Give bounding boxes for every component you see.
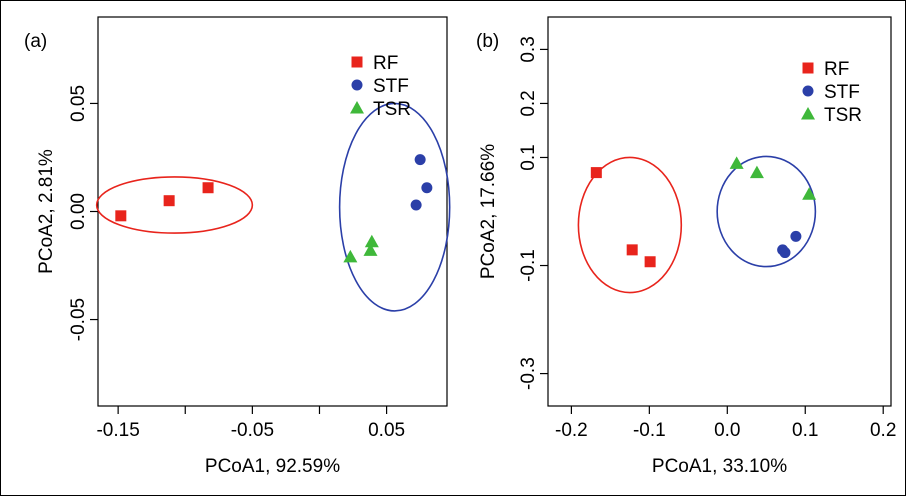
data-point-stf (790, 230, 802, 242)
data-point-rf (115, 210, 127, 222)
x-tick-label: 0.2 (870, 420, 896, 441)
data-point-stf (779, 247, 791, 259)
x-tick-label: -0.1 (633, 420, 666, 441)
x-tick-label: -0.2 (555, 420, 588, 441)
legend-label-tsr: TSR (824, 105, 862, 126)
data-point-stf (414, 154, 426, 166)
panel-b: (b) -0.2 -0.1 0.0 0.1 0.2 -0.3 -0.1 0.1 0.2 0.3 PCo… (476, 16, 896, 477)
data-point-rf (590, 167, 602, 179)
panel-label: (b) (476, 31, 499, 52)
legend-marker-stf (351, 79, 363, 91)
x-tick-label: -0.15 (96, 420, 139, 441)
data-point-rf (202, 182, 214, 194)
legend-label-stf: STF (373, 76, 409, 97)
legend-label-tsr: TSR (373, 99, 411, 120)
panel-a: (a) -0.15 -0.05 0.05 -0.05 0.00 0.05 PCoA1, 92.… (24, 16, 451, 477)
y-tick-label: 0.05 (68, 85, 89, 122)
legend-marker-rf (802, 62, 814, 74)
x-axis-label: PCoA1, 92.59% (205, 456, 340, 477)
x-tick-label: 0.05 (368, 420, 405, 441)
group-ellipse (338, 102, 451, 312)
x-tick-label: -0.05 (231, 420, 274, 441)
data-point-tsr (364, 234, 379, 248)
group-ellipse (95, 176, 254, 234)
data-point-rf (163, 195, 175, 207)
legend-marker-tsr (350, 101, 364, 114)
legend-label-stf: STF (824, 82, 860, 103)
legend-label-rf: RF (373, 53, 398, 74)
x-tick-label: 0.1 (792, 420, 818, 441)
plot-area (547, 16, 892, 407)
data-point-tsr (363, 243, 378, 256)
data-point-rf (626, 244, 638, 256)
group-ellipse (577, 156, 683, 294)
data-point-tsr (802, 187, 817, 200)
y-tick-label: 0.3 (518, 36, 539, 62)
legend-marker-tsr (801, 107, 815, 120)
data-point-rf (644, 256, 656, 268)
y-tick-label: 0.1 (518, 144, 539, 170)
x-tick-label: 0.0 (714, 420, 740, 441)
data-point-stf (410, 199, 422, 211)
data-point-stf (421, 182, 433, 194)
y-axis-label: PCoA2, 17.66% (478, 144, 499, 279)
y-tick-label: -0.1 (518, 249, 539, 282)
y-axis-label: PCoA2, 2.81% (36, 149, 57, 274)
data-point-tsr (749, 165, 764, 179)
x-axis-label: PCoA1, 33.10% (652, 456, 787, 477)
legend-marker-rf (351, 56, 363, 68)
y-tick-label: 0.00 (68, 193, 89, 230)
group-ellipse (716, 155, 817, 268)
panel-label: (a) (24, 31, 47, 52)
legend-marker-stf (802, 85, 814, 97)
data-point-tsr (729, 156, 744, 169)
legend-label-rf: RF (824, 59, 849, 80)
y-tick-label: -0.05 (68, 298, 89, 341)
y-tick-label: -0.3 (518, 357, 539, 390)
y-tick-label: 0.2 (518, 90, 539, 116)
data-point-tsr (343, 249, 358, 263)
